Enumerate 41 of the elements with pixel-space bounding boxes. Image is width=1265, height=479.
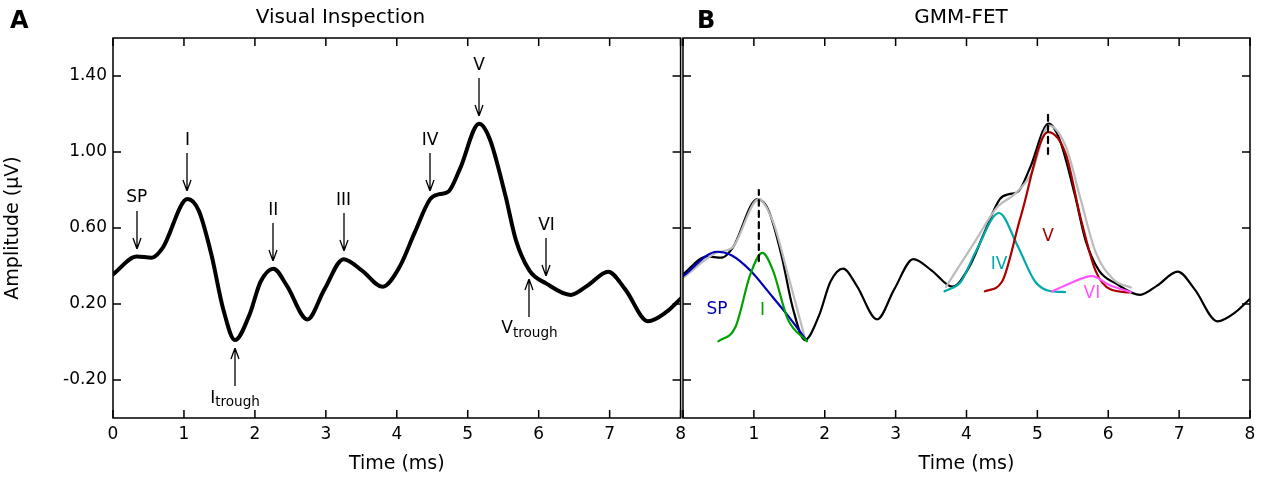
x-tick-label: 4 bbox=[391, 422, 403, 443]
y-tick-label: 0.60 bbox=[69, 216, 107, 237]
x-axis-title: Time (ms) bbox=[917, 450, 1015, 473]
x-tick-label: 5 bbox=[462, 422, 474, 443]
annotation: I bbox=[184, 129, 191, 150]
y-tick-label: -0.20 bbox=[63, 368, 107, 389]
x-tick-label: 3 bbox=[890, 422, 902, 443]
y-tick-label: 1.40 bbox=[69, 64, 107, 85]
annotation: IV bbox=[421, 129, 439, 150]
annotation: III bbox=[336, 189, 352, 210]
text: B bbox=[697, 6, 716, 35]
chart-title: Visual Inspection bbox=[255, 4, 426, 29]
y-tick-label: 1.00 bbox=[69, 140, 107, 161]
x-tick-label: 7 bbox=[1173, 422, 1185, 443]
series-label: V bbox=[1042, 224, 1055, 245]
text: A bbox=[10, 6, 29, 35]
annotation: V bbox=[473, 53, 486, 74]
annotation: SP bbox=[126, 186, 148, 207]
y-tick-label: 0.20 bbox=[69, 292, 107, 313]
x-tick-label: 7 bbox=[604, 422, 616, 443]
series-label: VI bbox=[1083, 282, 1101, 303]
chart-title: GMM-FET bbox=[914, 4, 1009, 29]
x-tick-label: 8 bbox=[675, 422, 687, 443]
x-tick-label: 6 bbox=[1102, 422, 1114, 443]
x-tick-label: 0 bbox=[107, 422, 119, 443]
x-tick-label: 4 bbox=[961, 422, 972, 443]
x-tick-label: 6 bbox=[533, 422, 545, 443]
series-label: I bbox=[759, 298, 765, 319]
x-tick-label: 2 bbox=[819, 422, 831, 443]
x-tick-label: 3 bbox=[320, 422, 332, 443]
x-axis-title: Time (ms) bbox=[347, 450, 445, 473]
x-tick-label: 8 bbox=[1244, 422, 1256, 443]
annotation: II bbox=[268, 198, 279, 219]
series-label: IV bbox=[990, 252, 1008, 273]
y-axis-title: Amplitude (μV) bbox=[0, 156, 23, 300]
x-tick-label: 2 bbox=[249, 422, 261, 443]
x-tick-label: 5 bbox=[1031, 422, 1043, 443]
annotation: VI bbox=[538, 213, 555, 234]
x-tick-label: 1 bbox=[748, 422, 760, 443]
x-tick-label: 1 bbox=[178, 422, 190, 443]
series-label: SP bbox=[706, 297, 728, 318]
